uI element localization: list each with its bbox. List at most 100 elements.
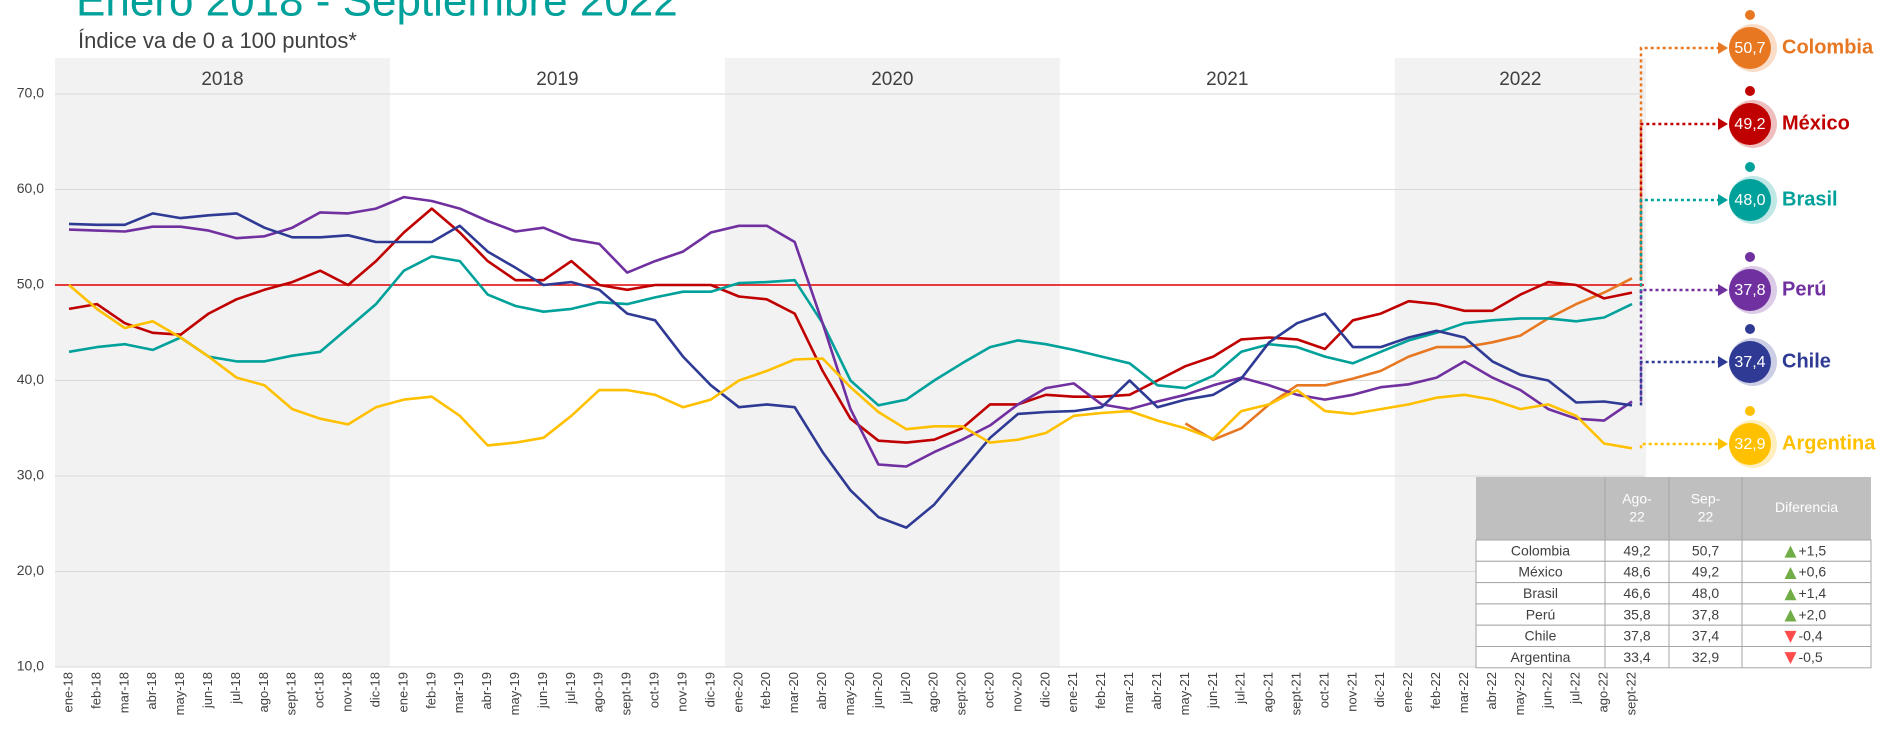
end-circle — [1729, 179, 1771, 221]
x-tick-label: jun-21 — [1205, 672, 1220, 709]
series-line — [68, 195, 1633, 468]
x-tick-label: feb-21 — [1093, 672, 1108, 709]
end-label: 48,0 — [1734, 192, 1765, 209]
leader — [1639, 122, 1720, 293]
arrow-head — [1718, 194, 1728, 206]
x-tick-label: dic-18 — [367, 672, 382, 707]
year-label: 2018 — [201, 69, 243, 90]
table-row-bg — [1475, 646, 1872, 669]
table-header: Sep-22 — [1691, 490, 1721, 524]
x-tick-label: ago-20 — [926, 672, 941, 712]
table-cell: Perú — [1526, 606, 1556, 622]
x-tick-label: sept-20 — [954, 672, 969, 715]
arrow-head — [1718, 118, 1728, 130]
table-cell: 35,8 — [1623, 606, 1650, 622]
table-cell: 37,8 — [1692, 606, 1719, 622]
end-label: 50,7 — [1734, 40, 1765, 57]
x-tick-label: may-22 — [1512, 672, 1527, 715]
x-tick-label: nov-21 — [1344, 672, 1359, 712]
year-label: 2021 — [1206, 69, 1248, 90]
table: Ago-22 Sep-22 Diferencia Colombia 49,2 50,7 +1… — [1475, 477, 1872, 669]
x-tick-label: dic-21 — [1372, 672, 1387, 707]
series-line — [68, 255, 1633, 407]
x-tick-label: may-20 — [842, 672, 857, 715]
table-header: Ago-22 — [1622, 490, 1652, 524]
series-line — [1184, 277, 1633, 441]
arrow-head — [1718, 356, 1728, 368]
leader — [1639, 288, 1720, 402]
x-tick-label: ene-21 — [1065, 672, 1080, 712]
leader — [1639, 46, 1720, 279]
year-band — [55, 58, 390, 667]
table-cell: 46,6 — [1623, 585, 1650, 601]
x-tick-label: jul-20 — [898, 672, 913, 705]
x-tick-label: dic-19 — [702, 672, 717, 707]
x-tick-label: abr-22 — [1484, 672, 1499, 710]
end-pin — [1745, 252, 1755, 262]
end-pin — [1745, 10, 1755, 20]
x-tick-label: feb-19 — [423, 672, 438, 709]
x-tick-label: ene-20 — [730, 672, 745, 712]
x-tick-label: mar-19 — [451, 672, 466, 713]
table-cell: 49,2 — [1692, 564, 1719, 580]
x-tick-label: oct-18 — [312, 672, 327, 708]
table-cell: Brasil — [1523, 585, 1558, 601]
x-tick-label: oct-19 — [647, 672, 662, 708]
table-cell: 49,2 — [1623, 542, 1650, 558]
chart-title: Enero 2018 - Septiembre 2022 — [76, 0, 678, 26]
x-tick-label: nov-18 — [340, 672, 355, 712]
leader — [1639, 360, 1720, 406]
table-header-bg — [1476, 477, 1871, 540]
table-cell: -0,5 — [1799, 649, 1823, 665]
table-cell: Chile — [1525, 628, 1557, 644]
table-cell: México — [1518, 564, 1563, 580]
x-tick-label: oct-20 — [981, 672, 996, 708]
end-label: 37,8 — [1734, 282, 1765, 299]
table-cell: 48,0 — [1692, 585, 1719, 601]
leader — [1639, 442, 1720, 449]
year-label: 2019 — [536, 69, 578, 90]
x-tick-label: jul-22 — [1568, 672, 1583, 705]
x-tick-label: abr-21 — [1149, 672, 1164, 710]
end-label: 37,4 — [1734, 354, 1765, 371]
table-cell: 33,4 — [1623, 649, 1650, 665]
arrow-head — [1718, 284, 1728, 296]
y-tick-label: 50,0 — [17, 276, 44, 292]
table-cell: 32,9 — [1692, 649, 1719, 665]
x-tick-label: jun-18 — [200, 672, 215, 709]
end-circle — [1729, 103, 1771, 145]
arrow-head — [1718, 42, 1728, 54]
x-tick-label: abr-19 — [479, 672, 494, 710]
series-name: México — [1782, 112, 1850, 134]
end-pin — [1745, 324, 1755, 334]
x-tick-label: ago-22 — [1596, 672, 1611, 712]
x-tick-label: sept-18 — [284, 672, 299, 715]
x-tick-label: sept-19 — [619, 672, 634, 715]
series-line — [68, 284, 1633, 450]
year-label: 2022 — [1499, 69, 1541, 90]
diff-arrow — [1784, 566, 1797, 579]
end-circle — [1729, 269, 1771, 311]
x-tick-label: jun-19 — [535, 672, 550, 709]
end-circle — [1729, 27, 1771, 69]
x-tick-label: feb-18 — [88, 672, 103, 709]
table-cell: +1,4 — [1799, 585, 1827, 601]
leader — [1639, 198, 1720, 305]
x-tick-label: mar-21 — [1121, 672, 1136, 713]
diff-arrow — [1784, 609, 1797, 622]
table-cell: 37,4 — [1692, 628, 1719, 644]
table-cell: 48,6 — [1623, 564, 1650, 580]
series-line — [68, 207, 1633, 444]
x-tick-label: oct-21 — [1316, 672, 1331, 708]
table-cell: +2,0 — [1799, 606, 1827, 622]
table-cell: 37,8 — [1623, 628, 1650, 644]
chart-subtitle: Índice va de 0 a 100 puntos* — [78, 28, 357, 53]
year-label: 2020 — [871, 69, 913, 90]
x-tick-label: abr-18 — [144, 672, 159, 710]
diff-arrow — [1784, 630, 1797, 643]
end-label: 32,9 — [1734, 436, 1765, 453]
y-tick-label: 40,0 — [17, 371, 44, 387]
series-line — [68, 212, 1633, 529]
x-tick-label: jun-22 — [1540, 672, 1555, 709]
